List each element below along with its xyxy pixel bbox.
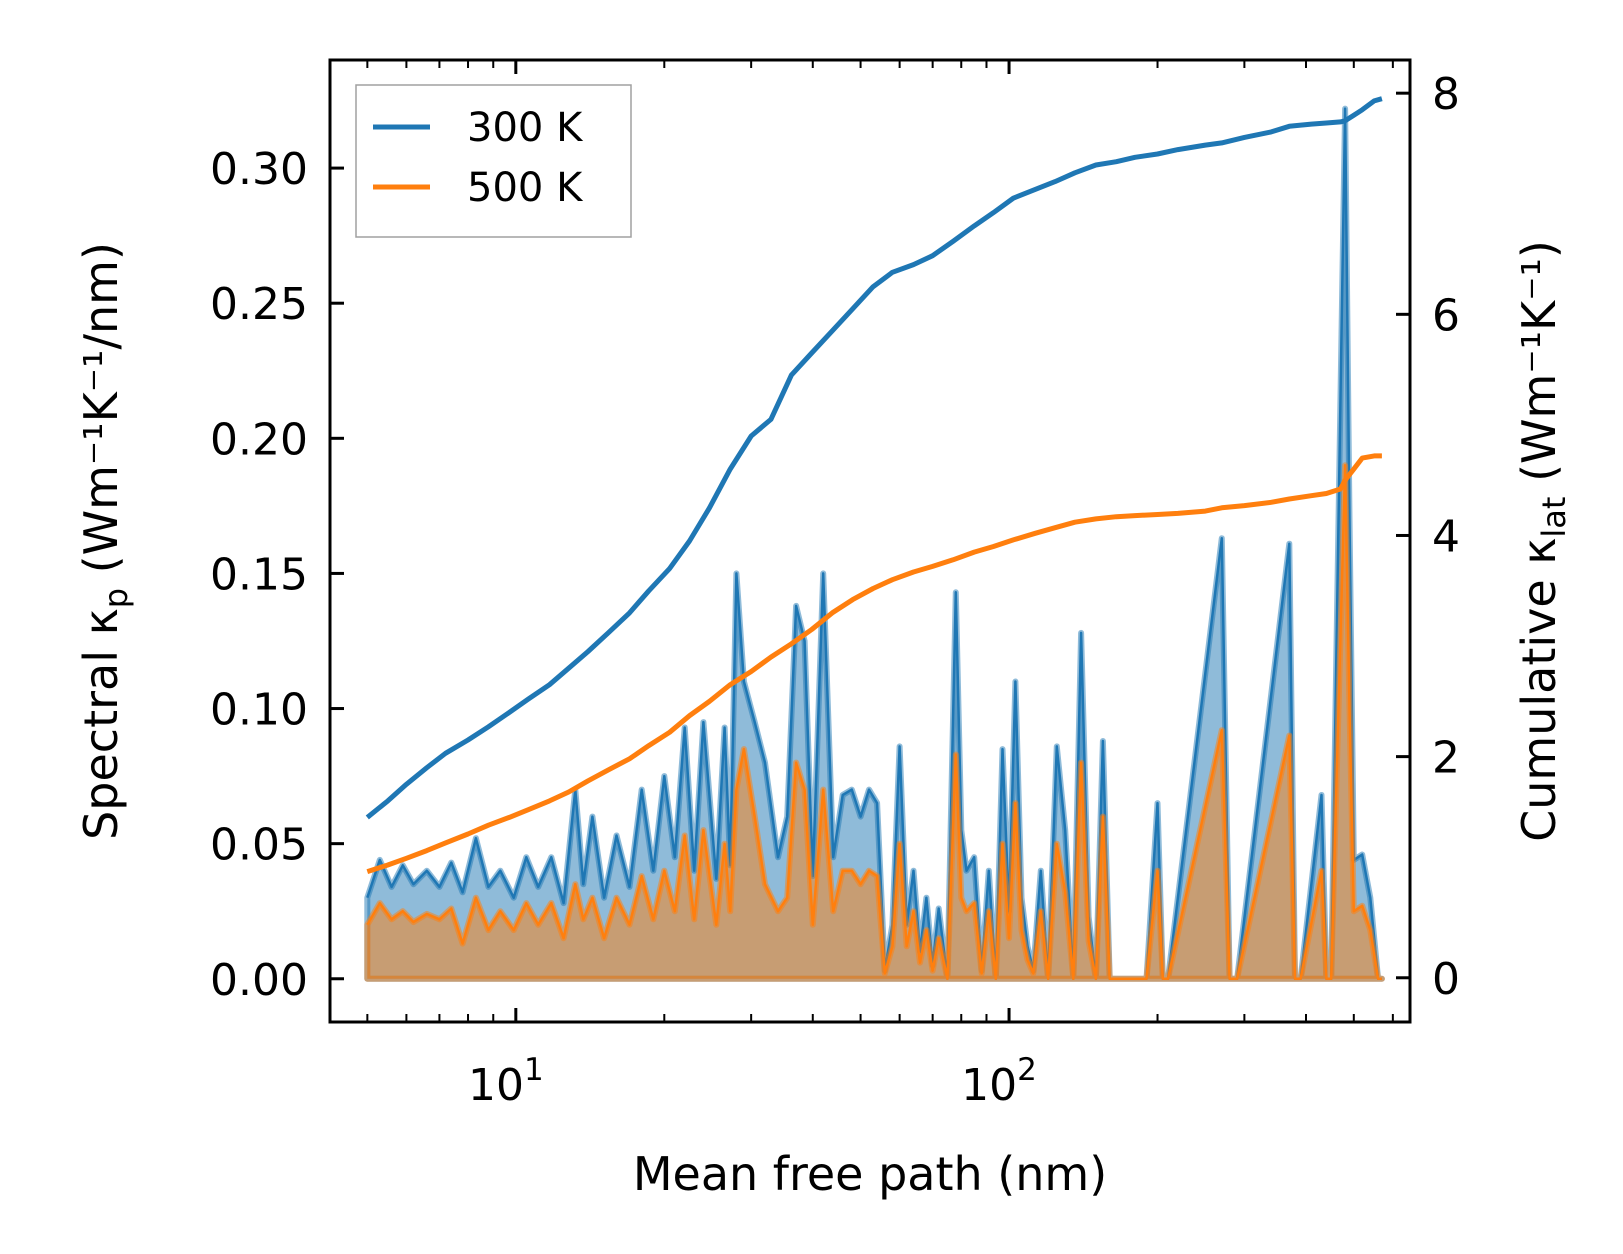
y-left-tick-label: 0.00 [210, 955, 308, 1006]
plot-area [364, 96, 1385, 982]
x-tick-base: 10 [468, 1060, 524, 1111]
y-right-tick-label: 4 [1432, 511, 1460, 562]
y-right-tick-label: 6 [1432, 290, 1460, 341]
x-tick-label: 101 [468, 1052, 544, 1111]
x-axis-label: Mean free path (nm) [633, 1147, 1107, 1201]
y-left-label-main: Spectral κ [74, 608, 128, 840]
x-tick-label: 102 [961, 1052, 1037, 1111]
y-left-tick-label: 0.20 [210, 414, 308, 465]
y-left-label-sub: p [97, 588, 135, 608]
x-tick-base: 10 [961, 1060, 1017, 1111]
y-right-label-main: Cumulative κ [1512, 538, 1566, 842]
y-left-label-units: (Wm⁻¹K⁻¹/nm) [74, 242, 128, 588]
legend: 300 K 500 K [355, 84, 632, 238]
legend-500K-label: 500 K [467, 165, 584, 211]
y-right-tick-label: 0 [1432, 954, 1460, 1005]
y-left-tick-label: 0.05 [210, 820, 308, 871]
x-tick-exponent: 1 [524, 1052, 544, 1088]
y-axis-left-label: Spectral κp (Wm⁻¹K⁻¹/nm) [74, 242, 135, 840]
axes-frame [328, 58, 1412, 1024]
y-right-label-units: (Wm⁻¹K⁻¹) [1512, 240, 1566, 496]
y-left-tick-label: 0.15 [210, 549, 308, 600]
y-right-tick-label: 2 [1432, 733, 1460, 784]
cumulative-300K-line [365, 96, 1383, 820]
y-right-label-sub: lat [1535, 497, 1573, 538]
y-right-tick-label: 8 [1432, 69, 1460, 120]
legend-300K-label: 300 K [467, 105, 584, 151]
spectral-500K-line [366, 464, 1382, 981]
y-axis-right-label: Cumulative κlat (Wm⁻¹K⁻¹) [1512, 240, 1573, 842]
y-left-tick-label: 0.30 [210, 144, 308, 195]
y-left-tick-label: 0.25 [210, 279, 308, 330]
legend-frame [355, 84, 632, 238]
y-left-tick-label: 0.10 [210, 685, 308, 736]
cumulative-500K-line [366, 453, 1382, 874]
x-tick-exponent: 2 [1017, 1052, 1037, 1088]
